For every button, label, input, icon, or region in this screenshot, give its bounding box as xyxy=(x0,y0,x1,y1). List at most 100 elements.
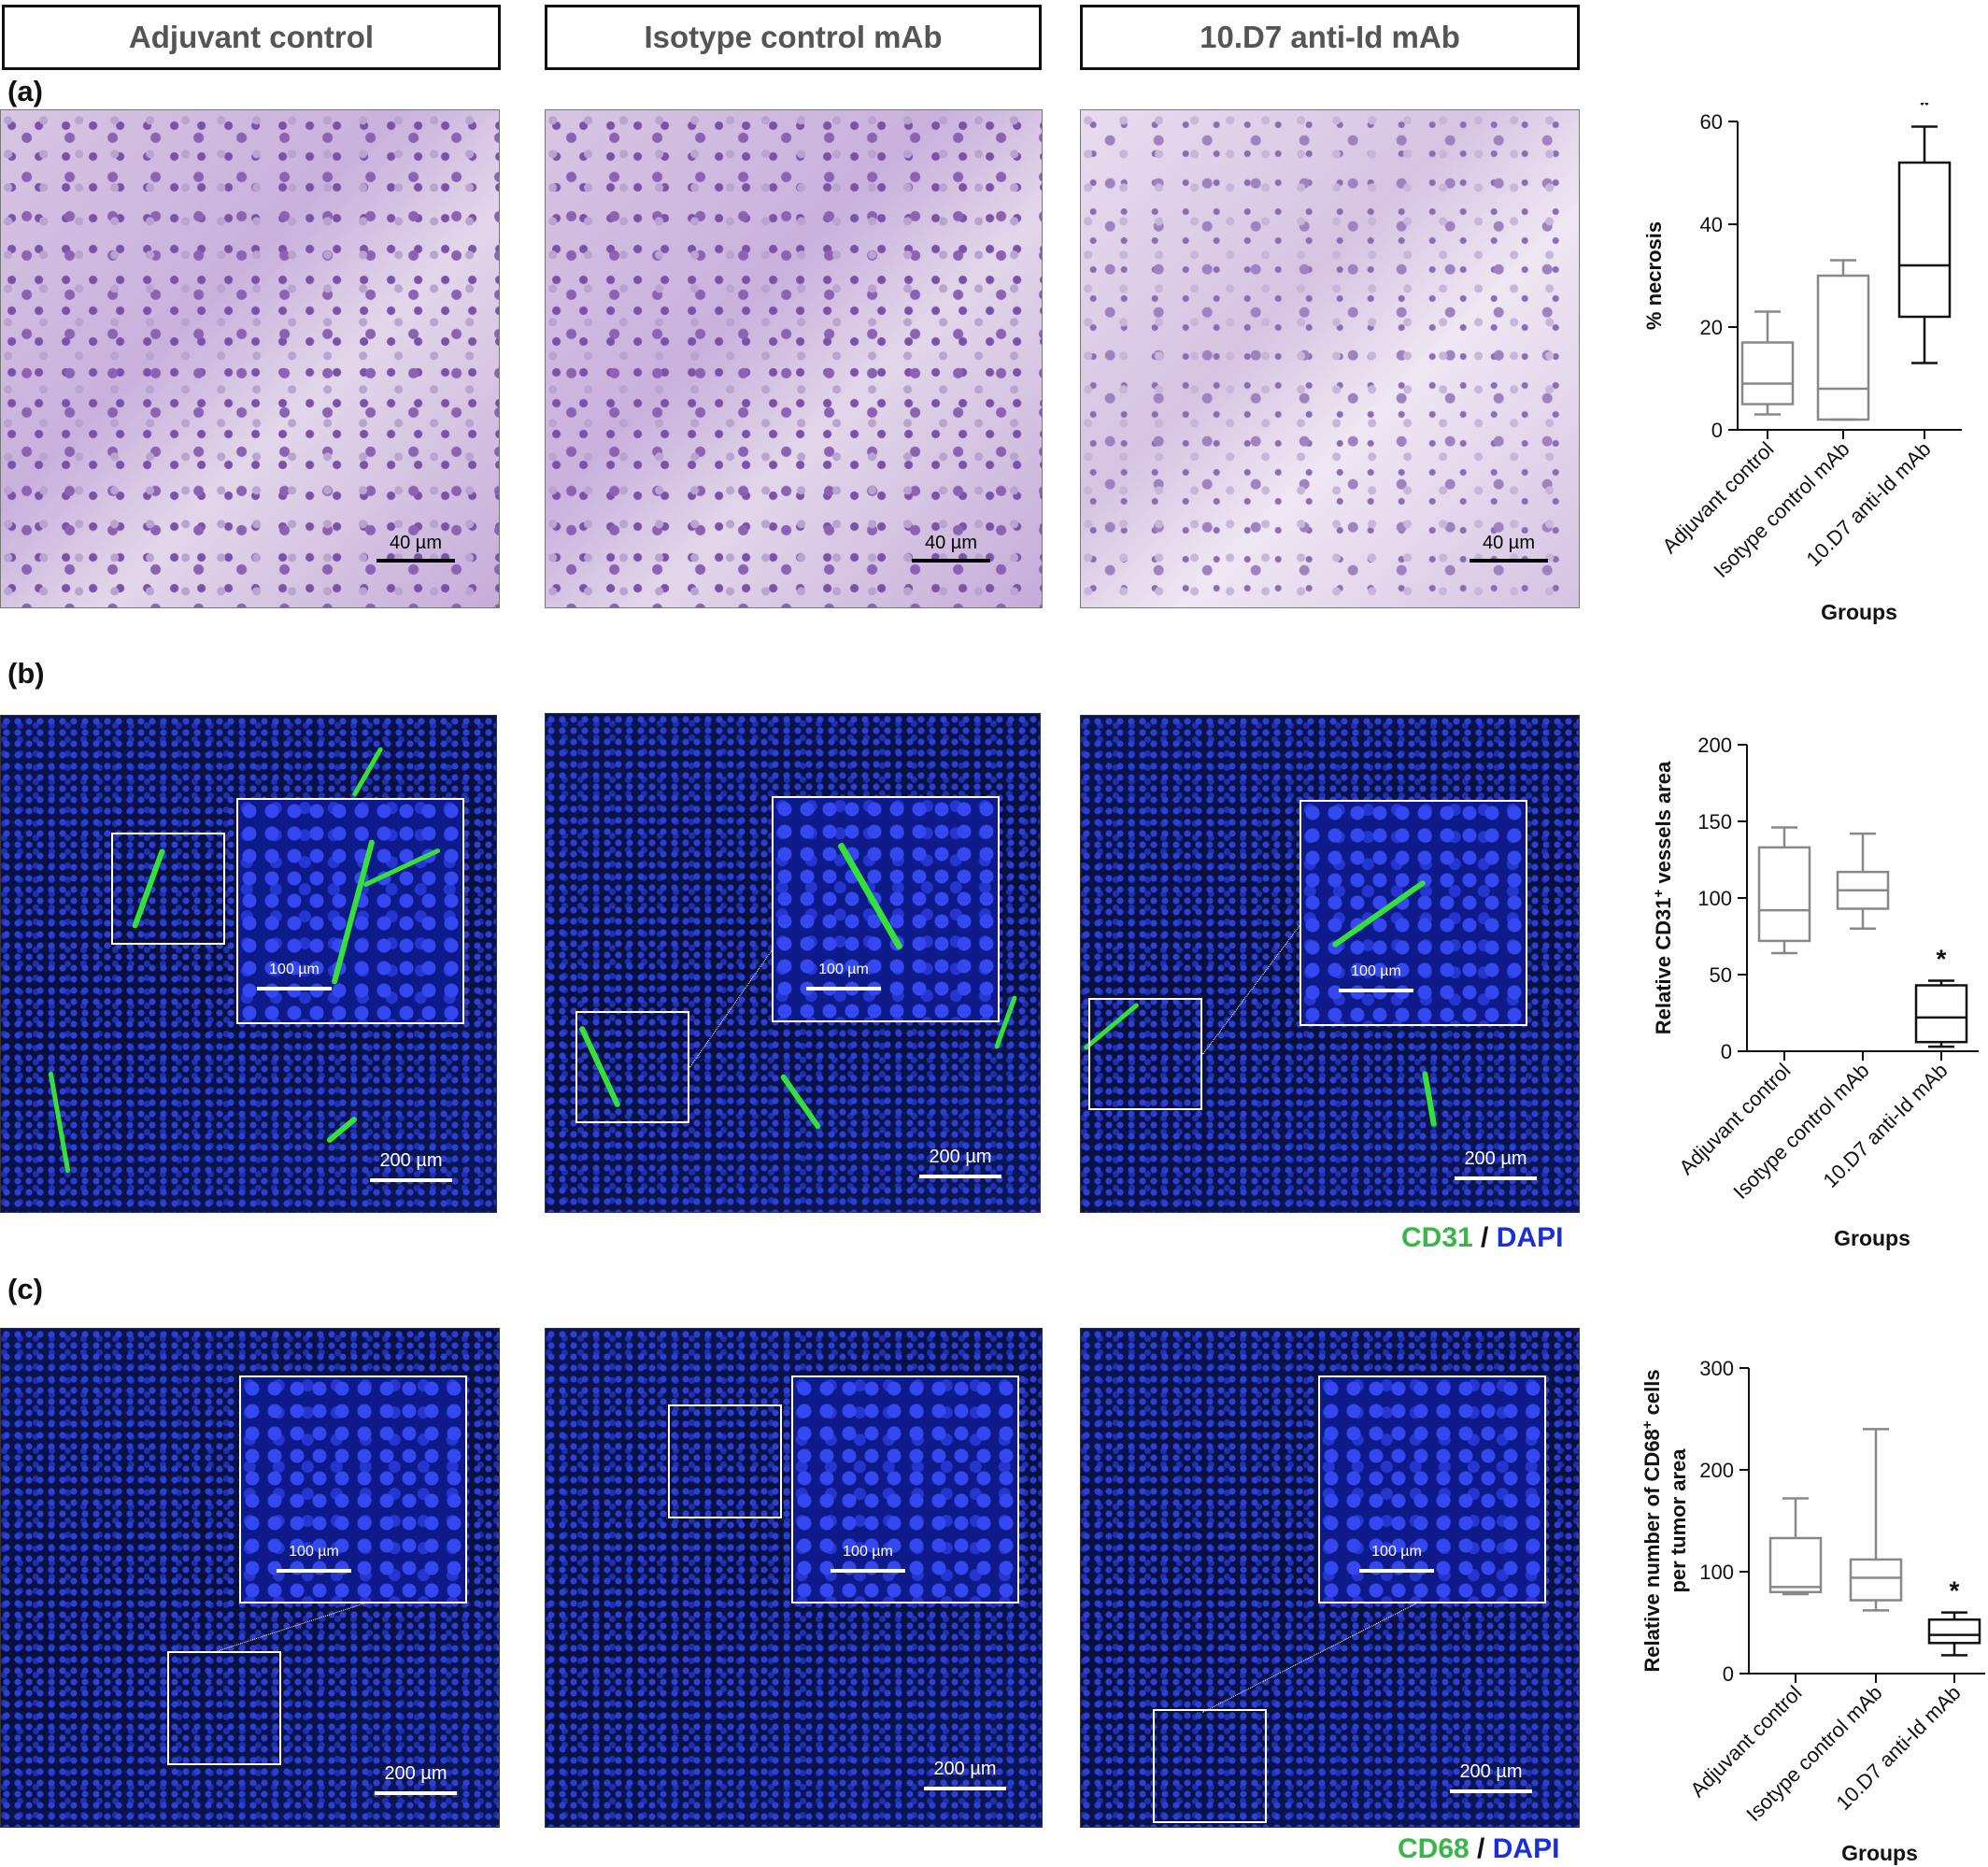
x-axis-label: Groups xyxy=(1834,1226,1910,1250)
box-iqr xyxy=(1816,274,1870,421)
box-2: * xyxy=(1927,1576,1981,1657)
y-tick-label: 150 xyxy=(1697,810,1732,834)
scale-bar xyxy=(924,1787,1006,1790)
he-image-isotype: 40 µm xyxy=(545,109,1043,608)
inset-source-box xyxy=(1153,1709,1267,1823)
box-2: * xyxy=(1914,945,1968,1048)
y-tick-label: 0 xyxy=(1711,419,1723,442)
header-adjuvant-control: Adjuvant control xyxy=(2,5,501,70)
inset-source-box xyxy=(668,1404,782,1518)
legend-cd68-dapi: CD68 / DAPI xyxy=(1398,1833,1559,1865)
scale-bar-label: 200 µm xyxy=(379,1150,443,1171)
y-tick-label: 0 xyxy=(1723,1662,1734,1686)
inset-scale-bar-label: 100 µm xyxy=(1351,963,1401,979)
x-tick-label: Isotype control mAb xyxy=(1709,437,1853,582)
box-1 xyxy=(1816,259,1870,421)
header-label: 10.D7 anti-Id mAb xyxy=(1200,20,1460,54)
box-iqr xyxy=(1927,1618,1981,1645)
legend-separator: / xyxy=(1477,1833,1485,1864)
inset-scale-bar-label: 100 µm xyxy=(289,1544,339,1560)
scale-bar-label: 40 µm xyxy=(925,533,977,553)
vessel-streak xyxy=(1331,879,1427,948)
box-iqr xyxy=(1740,341,1795,406)
legend-stain: DAPI xyxy=(1492,1833,1560,1864)
zoom-inset: 100 µm xyxy=(1299,800,1527,1026)
significance-marker: * xyxy=(1920,103,1930,120)
y-tick-label: 200 xyxy=(1699,1459,1734,1482)
x-axis-label: Groups xyxy=(1841,1841,1918,1865)
header-anti-id: 10.D7 anti-Id mAb xyxy=(1080,5,1580,70)
box-0 xyxy=(1768,1497,1823,1596)
cd31-image-adjuvant: 100 µm 200 µm xyxy=(0,715,497,1213)
inset-scale-bar-label: 100 µm xyxy=(269,962,320,977)
y-tick-label: 100 xyxy=(1699,1561,1734,1584)
box-1 xyxy=(1836,832,1890,931)
inset-scale-bar-label: 100 µm xyxy=(818,962,869,977)
legend-cd31-dapi: CD31 / DAPI xyxy=(1401,1222,1563,1254)
vessel-streak xyxy=(331,838,376,986)
scale-bar-label: 40 µm xyxy=(390,533,442,553)
scale-bar xyxy=(1470,559,1548,563)
y-axis-label: % necrosis xyxy=(1642,221,1666,330)
y-tick-label: 100 xyxy=(1697,887,1732,910)
inset-scale-bar xyxy=(257,987,332,991)
scale-bar xyxy=(919,1175,1001,1178)
scale-bar-label: 200 µm xyxy=(929,1147,992,1167)
vessel-streak xyxy=(325,1115,359,1145)
y-tick-label: 60 xyxy=(1700,110,1723,134)
cd68-image-anti-id: 100 µm 200 µm xyxy=(1080,1328,1580,1828)
scale-bar xyxy=(375,1791,457,1795)
panel-label-a: (a) xyxy=(7,75,43,107)
inset-leader-line xyxy=(1202,1601,1420,1713)
vessel-streak xyxy=(48,1071,71,1174)
header-isotype-control: Isotype control mAb xyxy=(545,5,1042,70)
y-tick-label: 50 xyxy=(1710,963,1732,987)
box-0 xyxy=(1740,310,1795,416)
y-tick-label: 20 xyxy=(1700,316,1723,339)
vessel-streak xyxy=(351,746,384,798)
scale-bar-label: 200 µm xyxy=(384,1763,447,1784)
vessel-streak xyxy=(779,1073,822,1131)
x-axis-label: Groups xyxy=(1821,600,1897,624)
scale-bar xyxy=(376,559,455,563)
cd68-boxplot: 0 100 200 300 Relative number of CD68+ cells… xyxy=(1640,1357,1985,1865)
significance-marker: * xyxy=(1937,945,1947,974)
zoom-inset: 100 µm xyxy=(791,1375,1019,1603)
scale-bar-label: 40 µm xyxy=(1483,533,1535,553)
box-1 xyxy=(1849,1428,1903,1612)
legend-separator: / xyxy=(1481,1222,1489,1253)
legend-stain: DAPI xyxy=(1496,1222,1564,1253)
header-label: Isotype control mAb xyxy=(644,20,943,54)
cd31-image-isotype: 100 µm 200 µm xyxy=(545,713,1041,1213)
inset-scale-bar-label: 100 µm xyxy=(843,1544,893,1560)
inset-scale-bar xyxy=(1359,1569,1434,1573)
scale-bar-label: 200 µm xyxy=(1459,1761,1523,1782)
cd68-image-isotype: 100 µm 200 µm xyxy=(545,1328,1043,1828)
legend-marker: CD31 xyxy=(1401,1222,1473,1253)
x-tick-label: Isotype control mAb xyxy=(1728,1059,1873,1204)
zoom-inset: 100 µm xyxy=(1318,1375,1546,1603)
he-image-adjuvant: 40 µm xyxy=(0,109,500,608)
box-iqr xyxy=(1757,846,1811,943)
vessel-streak xyxy=(1421,1070,1438,1128)
y-tick-label: 200 xyxy=(1697,734,1732,757)
scale-bar xyxy=(1455,1176,1537,1180)
header-label: Adjuvant control xyxy=(128,20,375,54)
inset-source-box xyxy=(167,1651,281,1765)
panel-label-c: (c) xyxy=(7,1273,43,1305)
zoom-inset: 100 µm xyxy=(772,796,1000,1022)
y-axis-label: Relative number of CD68+ cellsper tumor … xyxy=(1640,1369,1691,1672)
legend-marker: CD68 xyxy=(1398,1833,1470,1864)
he-image-anti-id: 40 µm xyxy=(1080,109,1580,608)
zoom-inset: 100 µm xyxy=(239,1375,467,1603)
inset-scale-bar-label: 100 µm xyxy=(1371,1544,1422,1560)
box-iqr xyxy=(1914,984,1968,1044)
inset-scale-bar xyxy=(806,987,881,991)
y-tick-label: 0 xyxy=(1721,1040,1732,1063)
inset-source-box xyxy=(575,1011,689,1123)
box-2: * xyxy=(1897,103,1952,364)
vessel-streak xyxy=(362,848,441,888)
zoom-inset: 100 µm xyxy=(236,798,464,1024)
box-iqr xyxy=(1849,1558,1903,1602)
